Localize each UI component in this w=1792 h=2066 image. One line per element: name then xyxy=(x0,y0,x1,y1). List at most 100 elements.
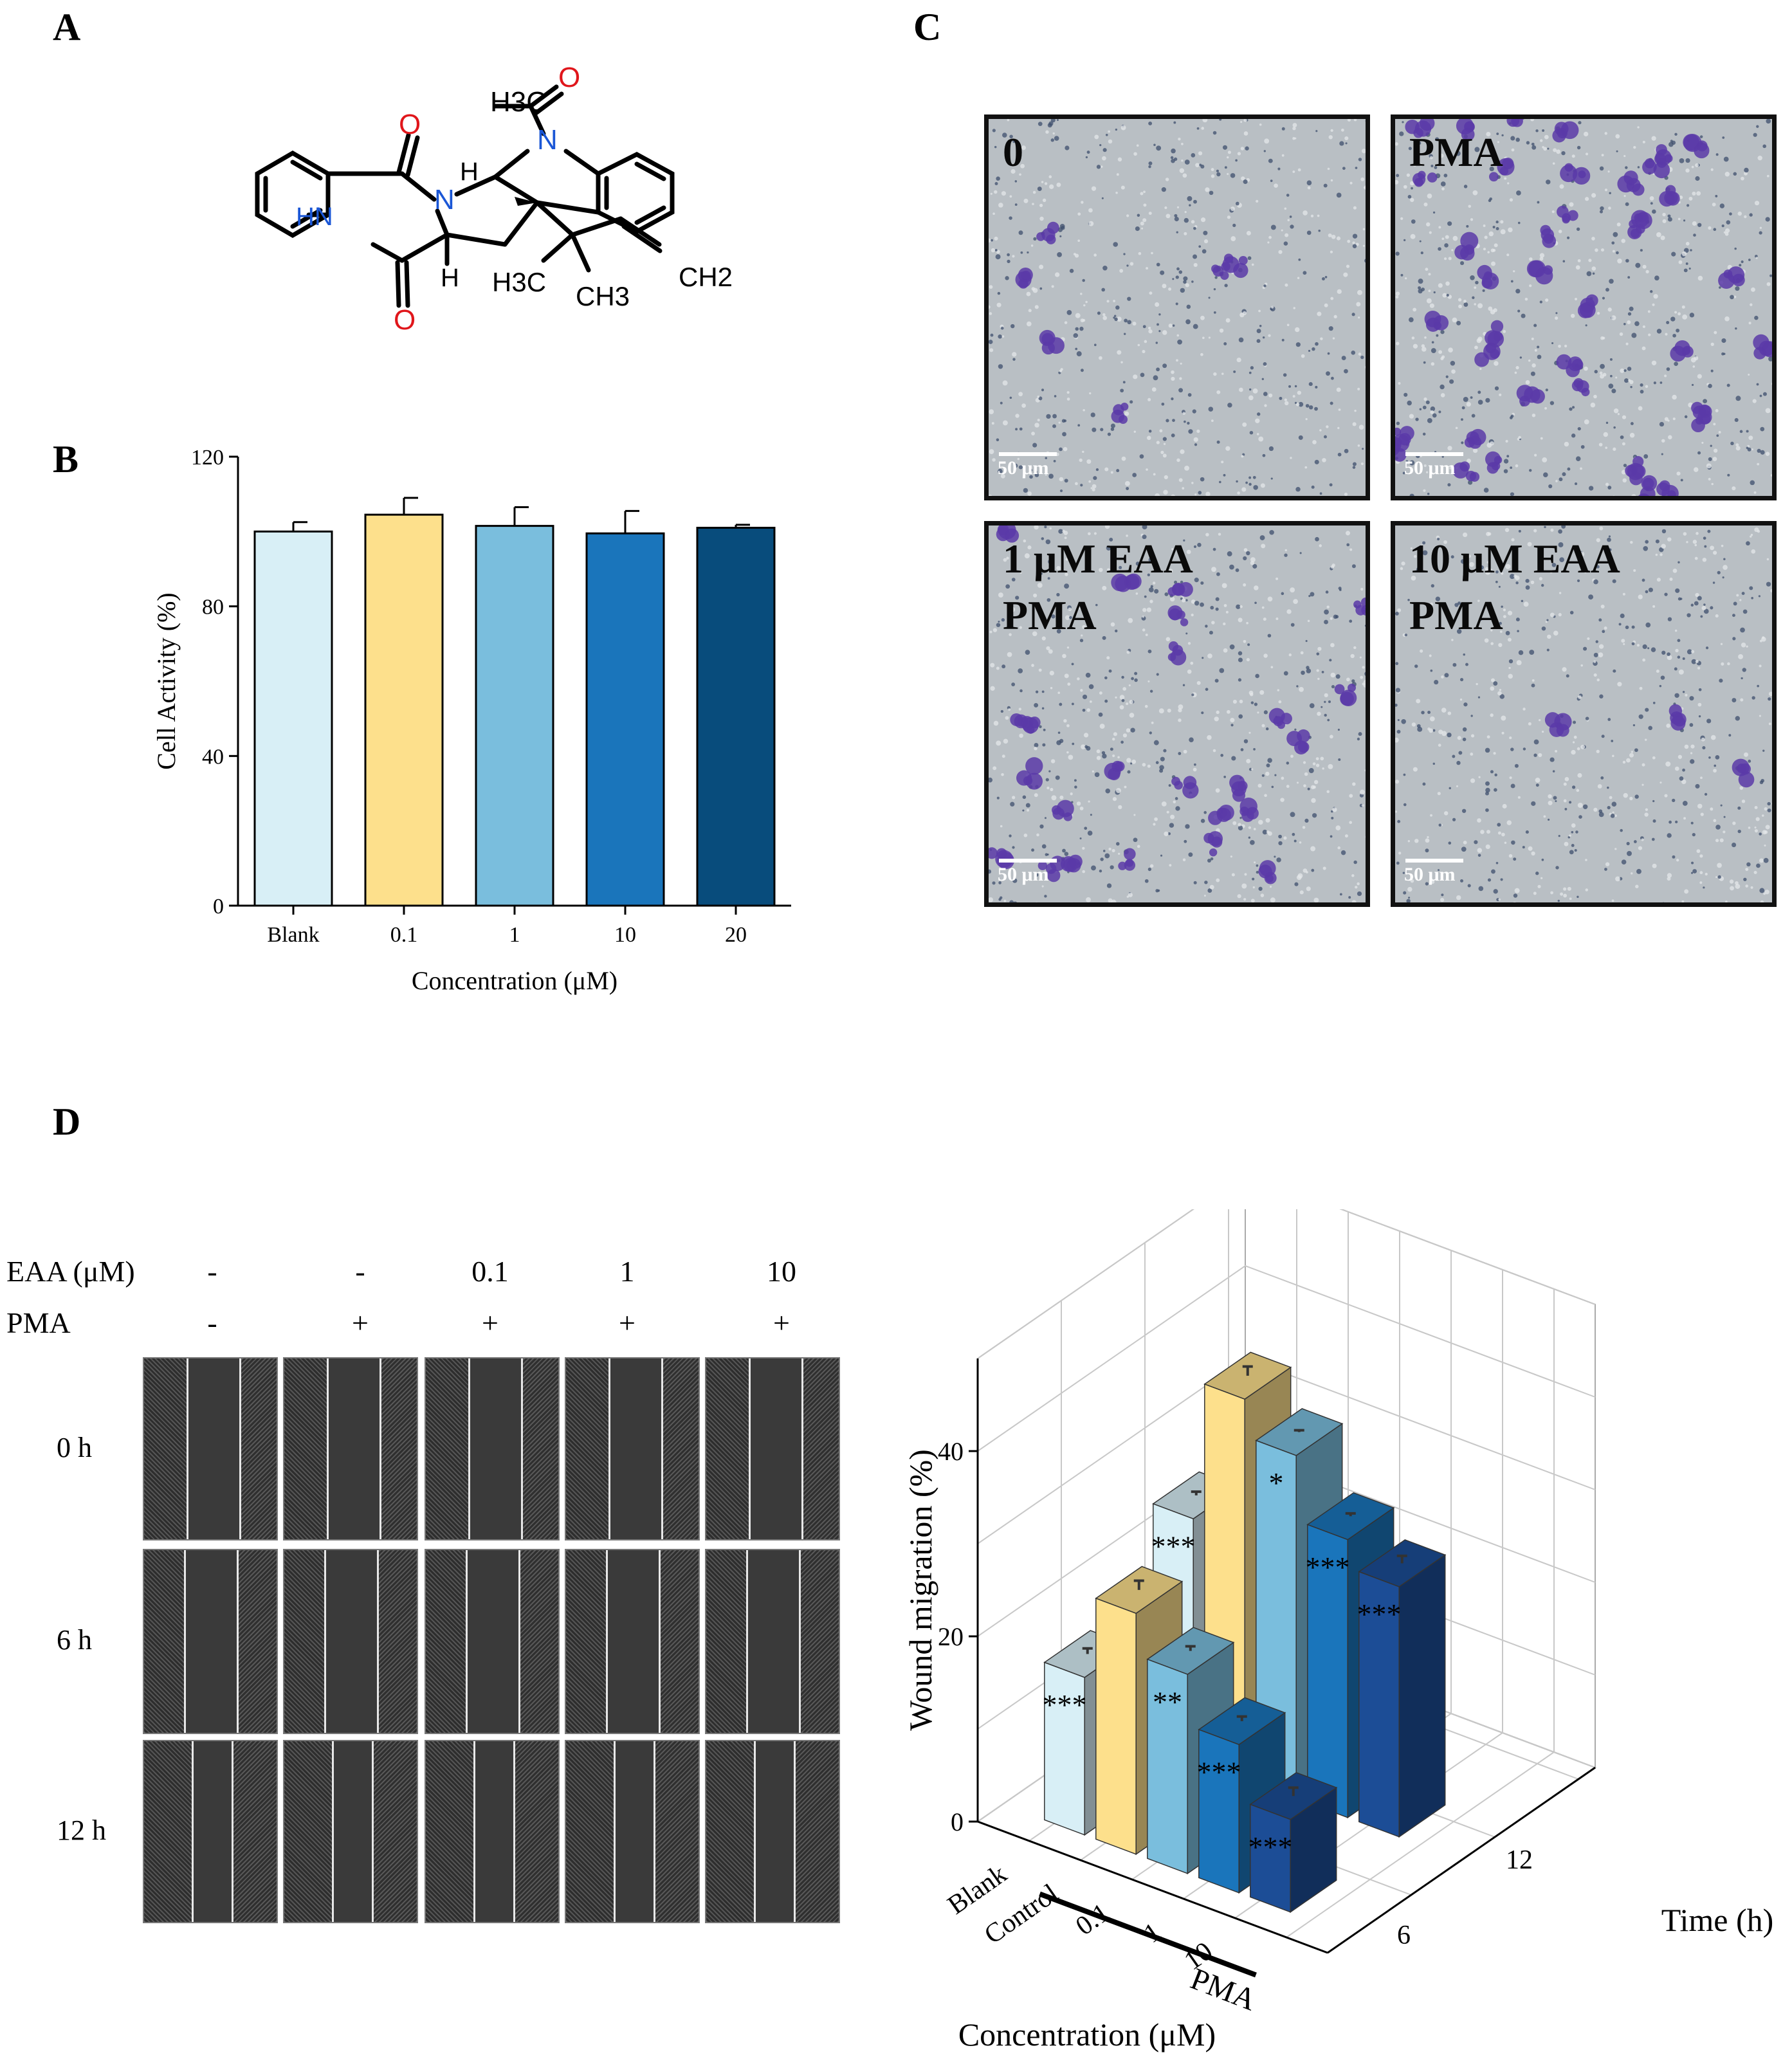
pma-value: - xyxy=(207,1306,217,1339)
pma-value: + xyxy=(482,1306,498,1339)
eaa-value: 1 xyxy=(619,1255,635,1288)
cell-layer-right xyxy=(513,1741,558,1922)
time-row-label: 12 h xyxy=(57,1814,106,1846)
scale-bar-label: 50 μm xyxy=(1404,864,1456,885)
wound-edge-line xyxy=(371,1741,374,1922)
bar-side xyxy=(1398,1553,1446,1838)
significance-label: * xyxy=(1269,1467,1284,1499)
wound-edge-line xyxy=(801,1358,804,1539)
wound-edge-line xyxy=(661,1358,664,1539)
wound-edge-line xyxy=(608,1358,610,1539)
z-axis xyxy=(1327,1766,1596,1954)
wound-edge-line xyxy=(237,1550,239,1733)
panel-label-d: D xyxy=(53,1101,81,1143)
wound-edge-line xyxy=(748,1358,751,1539)
wound-image xyxy=(425,1549,560,1734)
cell-layer-right xyxy=(371,1741,417,1922)
cell-layer-left xyxy=(566,1741,614,1922)
wound-edge-line xyxy=(653,1741,655,1922)
cell-layer-right xyxy=(237,1550,277,1733)
scale-bar xyxy=(1405,859,1463,863)
atom-hn: HN xyxy=(296,203,333,231)
atom-h-top: H xyxy=(460,158,479,186)
cell-layer-left xyxy=(284,1358,327,1539)
pma-group-line xyxy=(1039,1891,1257,1978)
wound-image xyxy=(705,1740,840,1923)
wound-image xyxy=(705,1357,840,1540)
cell-layer-left xyxy=(706,1741,754,1922)
y-tick-label: 120 xyxy=(191,446,224,470)
bar-front xyxy=(1358,1571,1400,1838)
z-tick-label: 6 xyxy=(1397,1921,1411,1950)
wound-edge-line xyxy=(521,1358,524,1539)
wound-edge-line xyxy=(465,1550,468,1733)
micrograph-label: 1 μM EAA PMA xyxy=(1003,536,1193,638)
x-tick-label: 1 xyxy=(509,923,520,947)
bar-front xyxy=(1250,1804,1291,1913)
bar-front xyxy=(1147,1658,1188,1874)
wound-image xyxy=(565,1357,700,1540)
cell-layer-right xyxy=(659,1550,699,1733)
cell-layer-right xyxy=(793,1741,839,1922)
wound-image xyxy=(143,1740,278,1923)
cell-layer-right xyxy=(231,1741,277,1922)
z-tick-label: 12 xyxy=(1506,1845,1533,1875)
time-row-label: 6 h xyxy=(57,1624,92,1656)
micrograph-label: 0 xyxy=(1003,129,1023,175)
scale-bar xyxy=(999,859,1057,863)
y-tick-label: 80 xyxy=(202,596,224,619)
wound-edge-line xyxy=(659,1550,661,1733)
cell-layer-left xyxy=(144,1550,184,1733)
header-pma: PMA xyxy=(6,1306,71,1339)
scale-bar xyxy=(1405,452,1463,456)
z-axis-label: Time (h) xyxy=(1661,1902,1774,1938)
cell-layer-left xyxy=(566,1358,608,1539)
wound-image xyxy=(283,1740,418,1923)
wound-edge-line xyxy=(186,1358,188,1539)
wound-edge-line xyxy=(468,1358,470,1539)
wound-image xyxy=(565,1549,700,1734)
micrograph-texture xyxy=(989,119,1366,496)
cell-layer-left xyxy=(144,1741,192,1922)
y-tick-label: 20 xyxy=(938,1622,964,1651)
wound-edge-line xyxy=(518,1550,521,1733)
panel-label-c: C xyxy=(913,6,942,48)
micrograph: 10 μM EAA PMA 50 μm xyxy=(1391,521,1777,907)
cell-layer-left xyxy=(426,1741,474,1922)
cell-layer-left xyxy=(284,1550,324,1733)
x-tick-label: 0.1 xyxy=(390,923,418,947)
significance-label: *** xyxy=(1357,1598,1402,1631)
bar xyxy=(696,527,776,907)
atom-ch2: CH2 xyxy=(679,262,733,292)
x-axis-label: Concentration (μM) xyxy=(412,966,617,995)
y-tick-label: 0 xyxy=(951,1807,964,1836)
micrograph: PMA 50 μm xyxy=(1391,114,1777,500)
x-axis-label: Concentration (μM) xyxy=(958,2016,1216,2052)
micrograph-texture xyxy=(1395,526,1772,902)
micrograph-texture xyxy=(1395,119,1772,496)
x-gridline xyxy=(1286,1289,1555,1938)
x-tick-label: Blank xyxy=(267,923,319,947)
eaa-value: - xyxy=(355,1255,365,1288)
wound-edge-line xyxy=(379,1358,382,1539)
wound-edge-line xyxy=(793,1741,796,1922)
x-axis xyxy=(977,1820,1328,1954)
micrograph-label: 10 μM EAA PMA xyxy=(1409,536,1620,638)
cell-activity-chart: 0 40 80 120 Blank 0.1 1 10 20 Concentration (μM) C… xyxy=(152,446,791,995)
bar-front xyxy=(1198,1728,1239,1894)
wound-edge-line xyxy=(183,1550,186,1733)
bar-front xyxy=(1095,1597,1137,1855)
pma-value: + xyxy=(773,1306,790,1339)
wound-image xyxy=(425,1357,560,1540)
header-eaa: EAA (μM) xyxy=(6,1255,135,1288)
cell-layer-left xyxy=(284,1741,333,1922)
scale-bar-label: 50 μm xyxy=(998,457,1049,479)
cell-layer-right xyxy=(799,1550,839,1733)
wound-edge-line xyxy=(473,1741,476,1922)
wound-edge-line xyxy=(239,1358,242,1539)
y-tick-label: 40 xyxy=(202,745,224,769)
scale-bar-label: 50 μm xyxy=(1404,457,1456,479)
atom-n-mid: N xyxy=(434,184,455,215)
pma-value: + xyxy=(619,1306,635,1339)
